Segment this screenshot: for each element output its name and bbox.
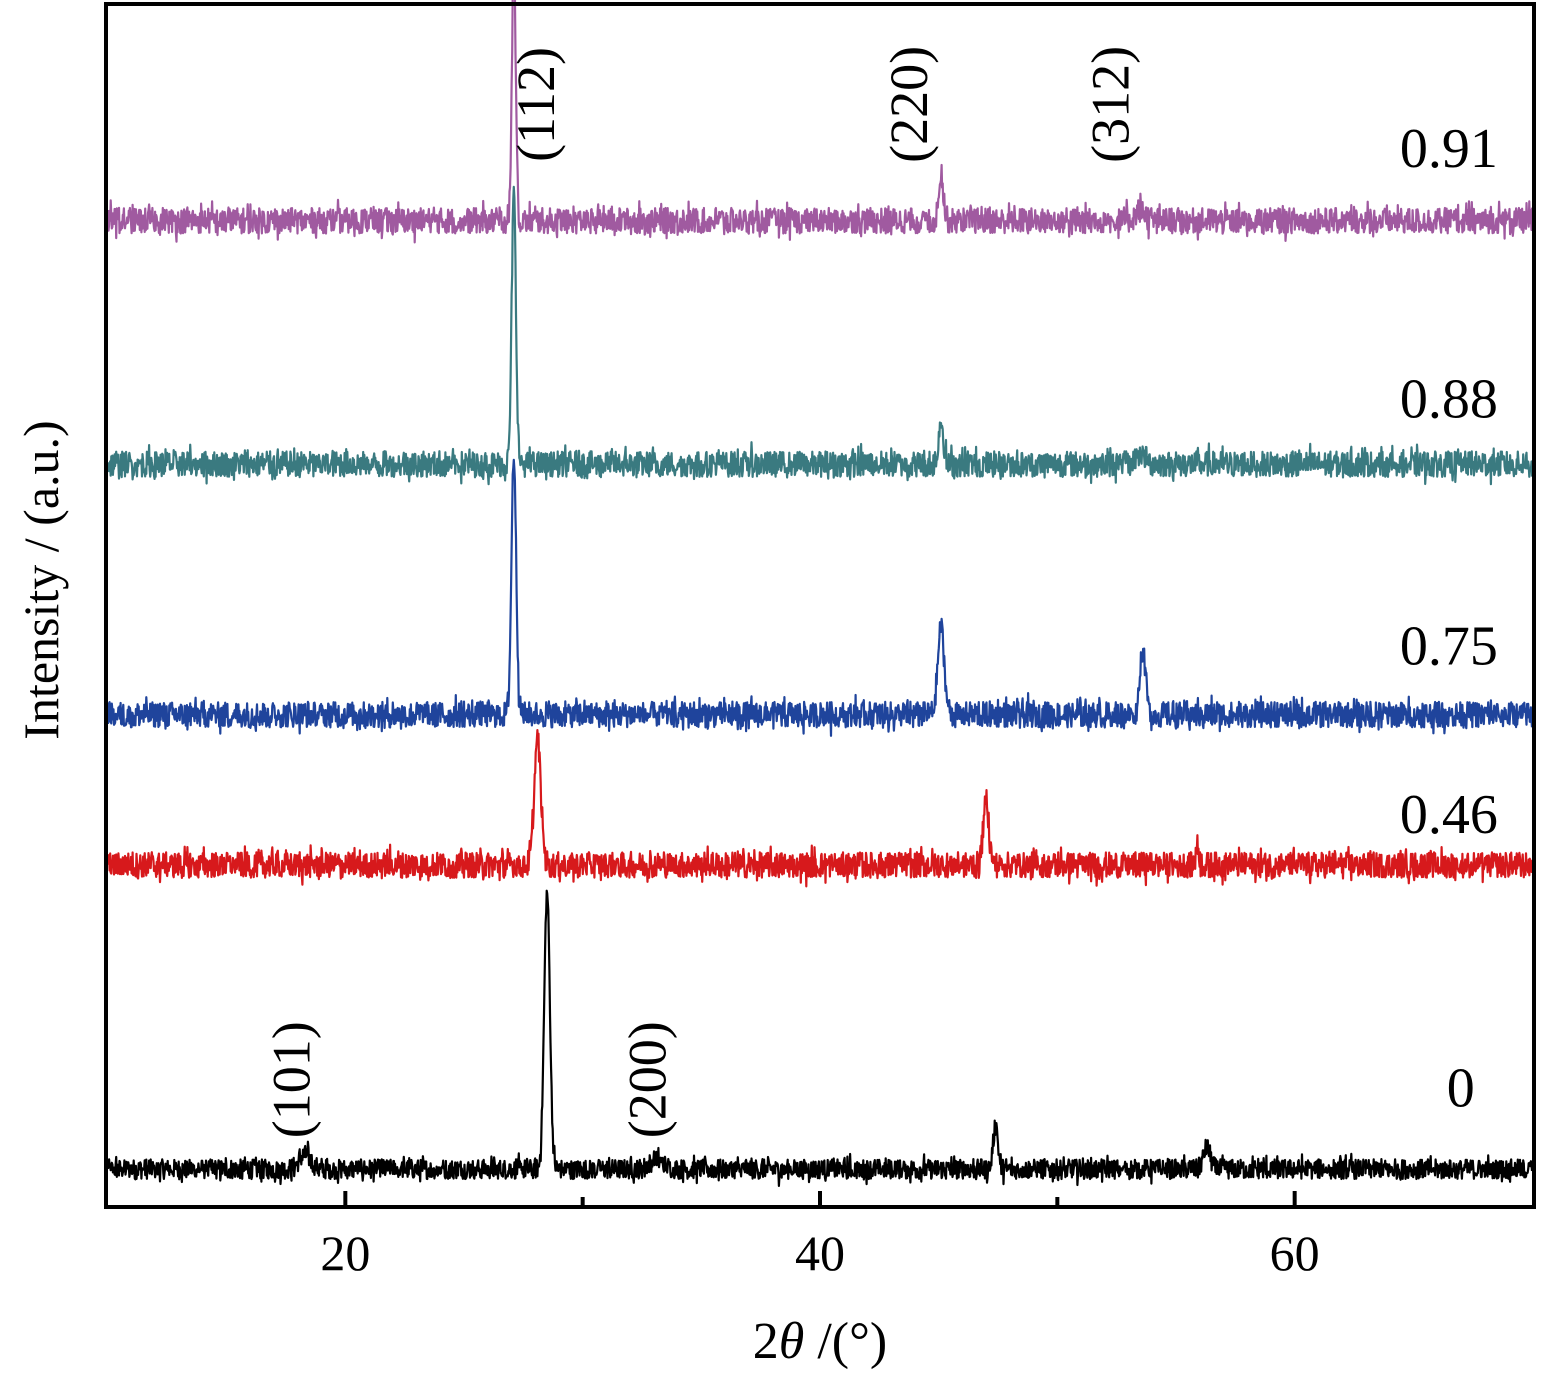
series-line-0-88 — [106, 185, 1534, 486]
series-label: 0.75 — [1400, 616, 1498, 678]
series-label: 0 — [1447, 1058, 1475, 1120]
peak-label: (112) — [506, 47, 566, 162]
labels-group: 0.91 0.88 0.75 0.46 0 (101) (200) (112) (220) (31… — [262, 46, 1498, 1138]
peak-label: (220) — [879, 46, 939, 163]
ticks-group: 20 40 60 — [320, 1191, 1320, 1281]
series-label: 0.46 — [1400, 784, 1498, 846]
series-line-0 — [106, 889, 1534, 1187]
series-line-0-46 — [106, 729, 1534, 888]
y-axis-label: Intensity / (a.u.) — [13, 420, 69, 739]
series-label: 0.88 — [1400, 369, 1498, 431]
x-label-prefix: 2 — [753, 1313, 779, 1370]
peak-label: (200) — [618, 1021, 678, 1138]
series-line-0-75 — [106, 458, 1534, 737]
x-axis-label: 2θ /(°) — [753, 1313, 887, 1370]
peak-label: (101) — [262, 1021, 322, 1138]
x-label-unit: /(°) — [804, 1313, 887, 1370]
plot-frame — [104, 2, 1536, 1209]
x-tick-label: 40 — [795, 1225, 845, 1281]
x-tick-label: 20 — [320, 1225, 370, 1281]
traces-group — [106, 0, 1534, 1187]
series-line-0-91 — [106, 0, 1534, 244]
peak-label: (312) — [1081, 46, 1141, 163]
series-label: 0.91 — [1400, 118, 1498, 180]
x-tick-label: 60 — [1270, 1225, 1320, 1281]
x-label-theta: θ — [779, 1313, 805, 1370]
